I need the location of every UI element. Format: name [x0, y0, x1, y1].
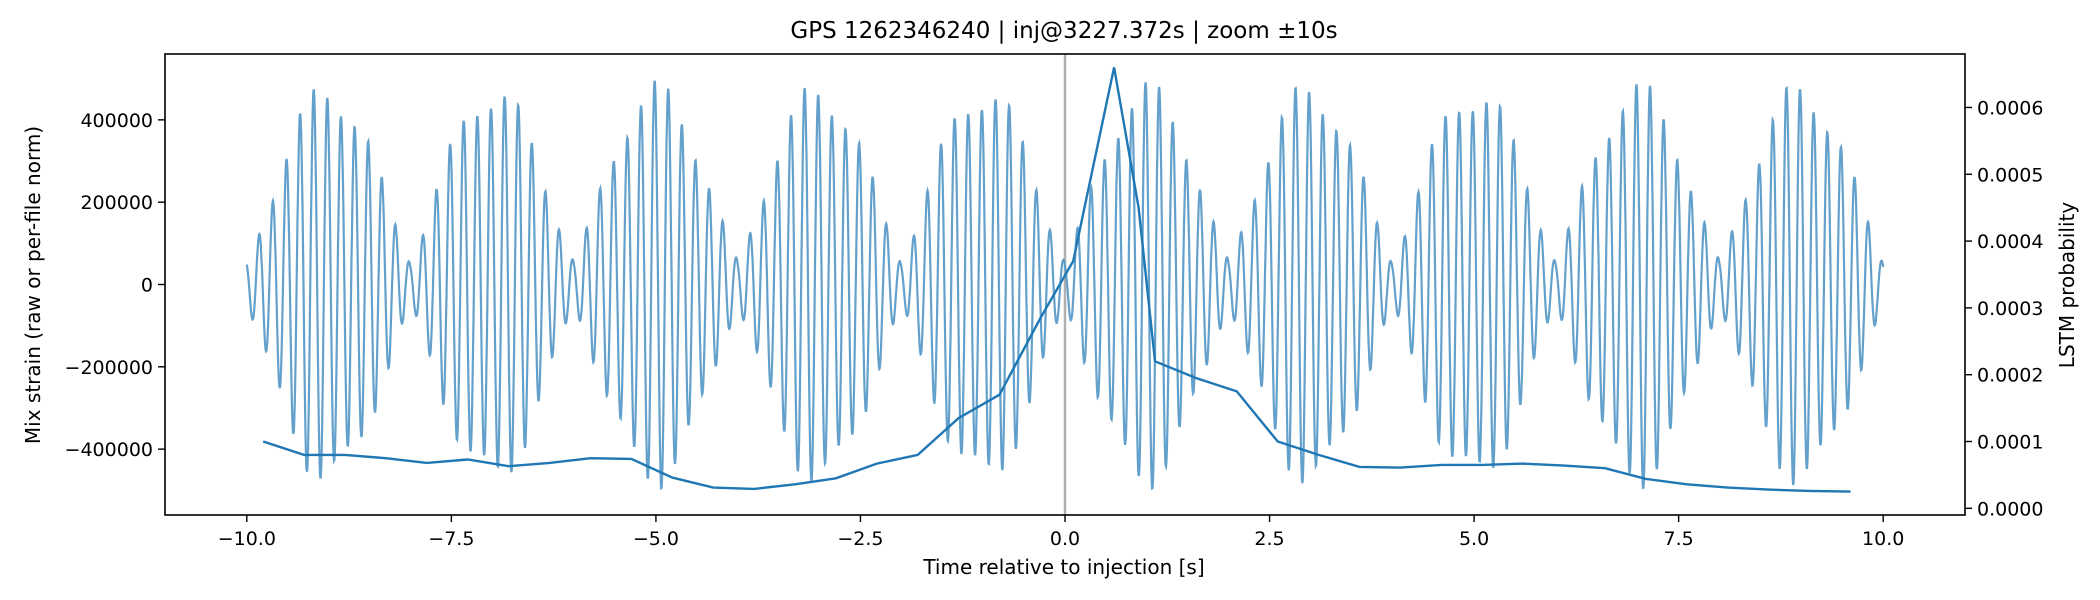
right-y-tick-label: 0.0003 [1977, 298, 2043, 320]
right-y-tick-label: 0.0005 [1977, 164, 2043, 186]
x-tick-label: −2.5 [837, 528, 883, 550]
left-y-tick-label: 200000 [80, 192, 153, 214]
x-tick-label: 0.0 [1050, 528, 1080, 550]
probability-series-line [262, 67, 1851, 493]
right-y-tick-label: 0.0002 [1977, 365, 2043, 387]
left-y-tick-label: −400000 [65, 439, 153, 461]
x-tick-label: 10.0 [1862, 528, 1904, 550]
right-y-tick-label: 0.0004 [1977, 231, 2043, 253]
left-y-axis: 400000 200000 0 −200000 −400000 [65, 110, 165, 461]
plot-area [245, 54, 1885, 515]
left-y-tick-label: 400000 [80, 110, 153, 132]
x-tick-label: −5.0 [633, 528, 679, 550]
right-y-axis: 0.0006 0.0005 0.0004 0.0003 0.0002 0.0001 0.00… [1965, 97, 2043, 520]
x-axis: −10.0 −7.5 −5.0 −2.5 0.0 2.5 5.0 7.5 10.0 [218, 515, 1904, 550]
x-tick-label: 7.5 [1664, 528, 1694, 550]
left-y-axis-label: Mix strain (raw or per-file norm) [21, 126, 45, 444]
right-y-tick-label: 0.0001 [1977, 432, 2043, 454]
x-tick-label: 5.0 [1459, 528, 1489, 550]
x-tick-label: 2.5 [1254, 528, 1284, 550]
x-axis-label: Time relative to injection [s] [922, 555, 1204, 579]
left-y-tick-label: −200000 [65, 357, 153, 379]
chart-title: GPS 1262346240 | inj@3227.372s | zoom ±1… [790, 18, 1337, 44]
x-tick-label: −7.5 [428, 528, 474, 550]
left-y-tick-label: 0 [141, 275, 153, 297]
x-tick-label: −10.0 [218, 528, 276, 550]
strain-series-line [245, 80, 1885, 491]
right-y-tick-label: 0.0000 [1977, 498, 2043, 520]
right-y-tick-label: 0.0006 [1977, 97, 2043, 119]
right-y-axis-label: LSTM probability [2055, 202, 2079, 369]
